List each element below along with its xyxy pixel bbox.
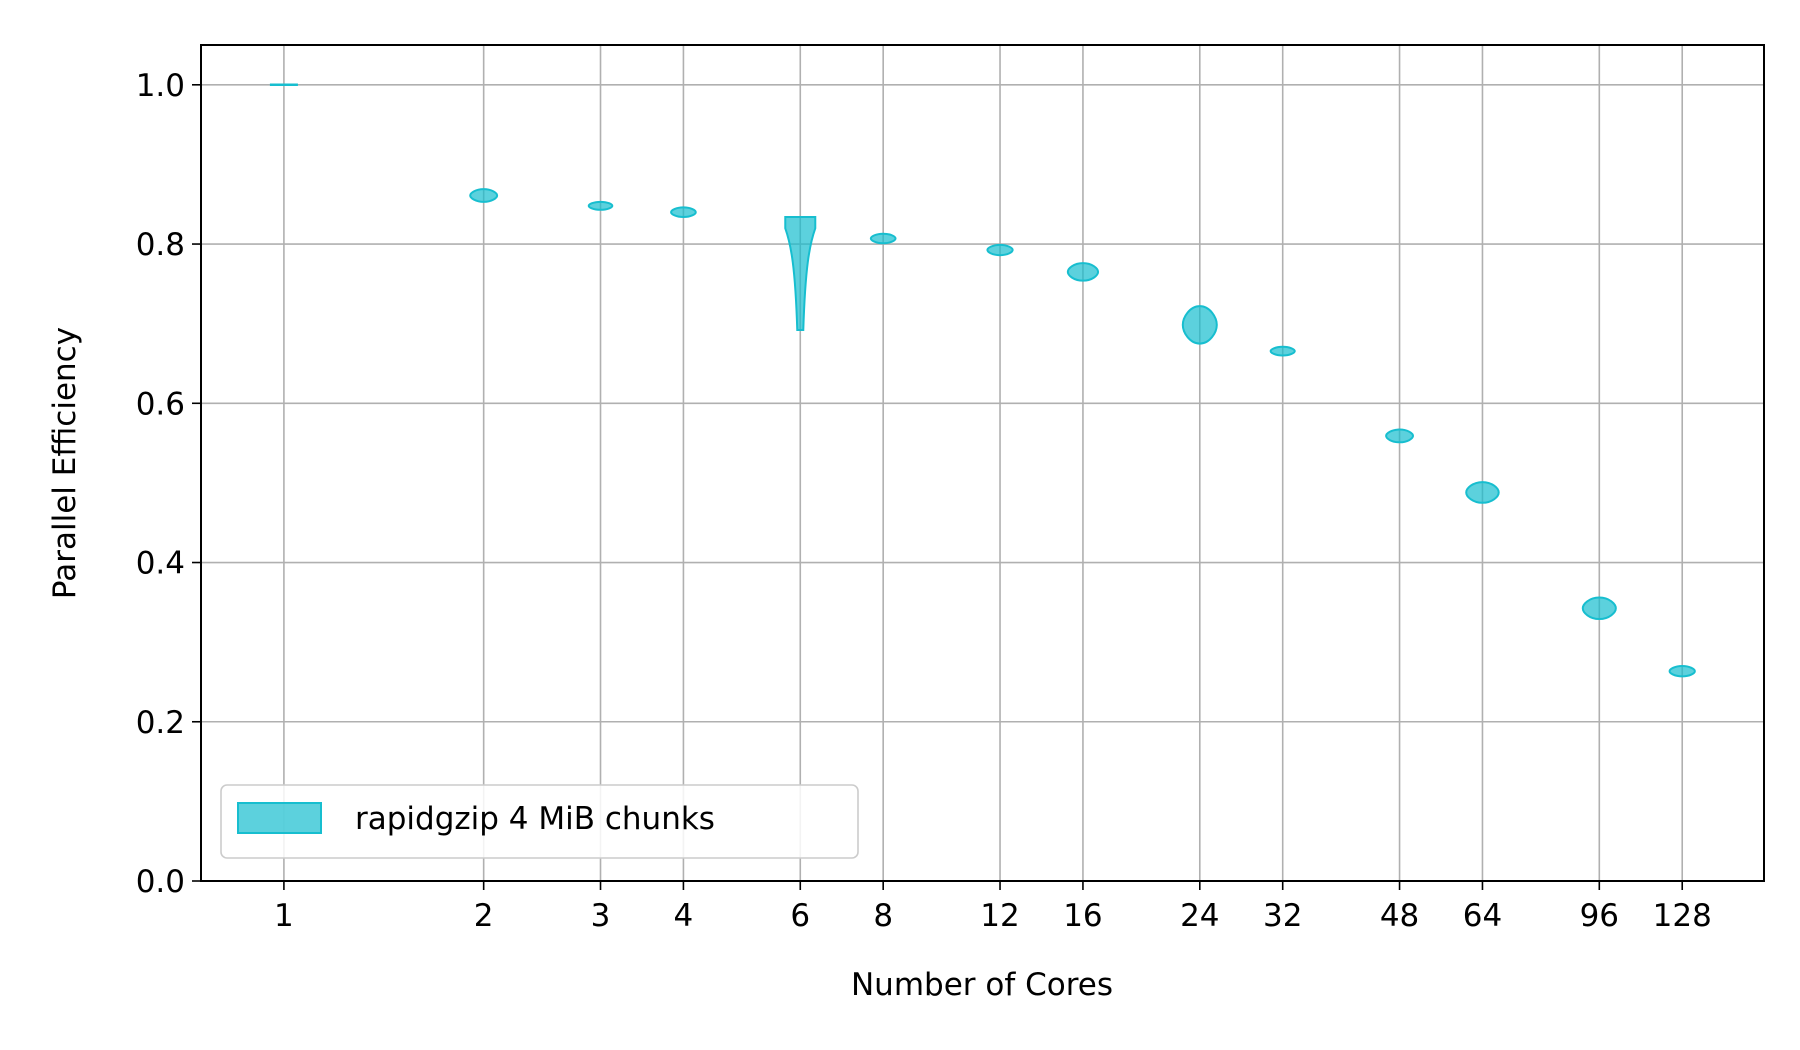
y-axis-ticks: 0.0 0.2 0.4 0.6 0.8 1.0	[136, 68, 201, 900]
grid	[201, 45, 1764, 882]
legend: rapidgzip 4 MiB chunks	[220, 784, 859, 859]
x-tick-label: 24	[1180, 898, 1219, 934]
x-tick-label: 8	[873, 898, 893, 934]
violin-mark	[869, 232, 897, 245]
violin-mark	[1581, 596, 1617, 621]
legend-label: rapidgzip 4 MiB chunks	[355, 801, 715, 837]
x-tick-label: 64	[1463, 898, 1502, 934]
x-tick-label: 3	[591, 898, 611, 934]
violin-mark	[469, 188, 499, 203]
violin-mark	[1385, 428, 1415, 444]
x-tick-label: 128	[1653, 898, 1712, 934]
y-tick-label: 0.2	[136, 705, 185, 741]
x-tick-label: 48	[1380, 898, 1419, 934]
y-axis-title: Parallel Efficiency	[47, 327, 83, 599]
x-tick-label: 32	[1263, 898, 1302, 934]
x-axis-ticks: 1 2 3 4 6 8 12 16 24 32 48 64 96 128	[274, 881, 1712, 934]
x-tick-label: 2	[474, 898, 494, 934]
y-tick-label: 1.0	[136, 68, 185, 104]
violin-mark	[670, 206, 697, 218]
violin-mark	[1066, 262, 1100, 282]
y-tick-label: 0.4	[136, 546, 185, 582]
x-tick-label: 16	[1063, 898, 1102, 934]
x-tick-label: 4	[674, 898, 694, 934]
violin-mark	[587, 200, 614, 211]
x-tick-label: 12	[980, 898, 1019, 934]
y-tick-label: 0.8	[136, 227, 185, 263]
violin-mark	[986, 243, 1014, 257]
violin-mark	[1181, 305, 1218, 345]
x-tick-label: 6	[790, 898, 810, 934]
violin-mark	[1465, 481, 1500, 504]
violin-mark	[784, 215, 817, 332]
x-tick-label: 1	[274, 898, 294, 934]
x-tick-label: 96	[1580, 898, 1619, 934]
legend-box	[220, 784, 859, 859]
x-axis-title: Number of Cores	[851, 967, 1113, 1003]
legend-swatch	[237, 802, 322, 834]
y-tick-label: 0.0	[136, 864, 185, 900]
y-tick-label: 0.6	[136, 386, 185, 422]
violin-mark	[1269, 345, 1296, 357]
violins	[269, 83, 1696, 678]
plot-frame	[200, 44, 1765, 882]
violin-mark	[1668, 665, 1696, 678]
